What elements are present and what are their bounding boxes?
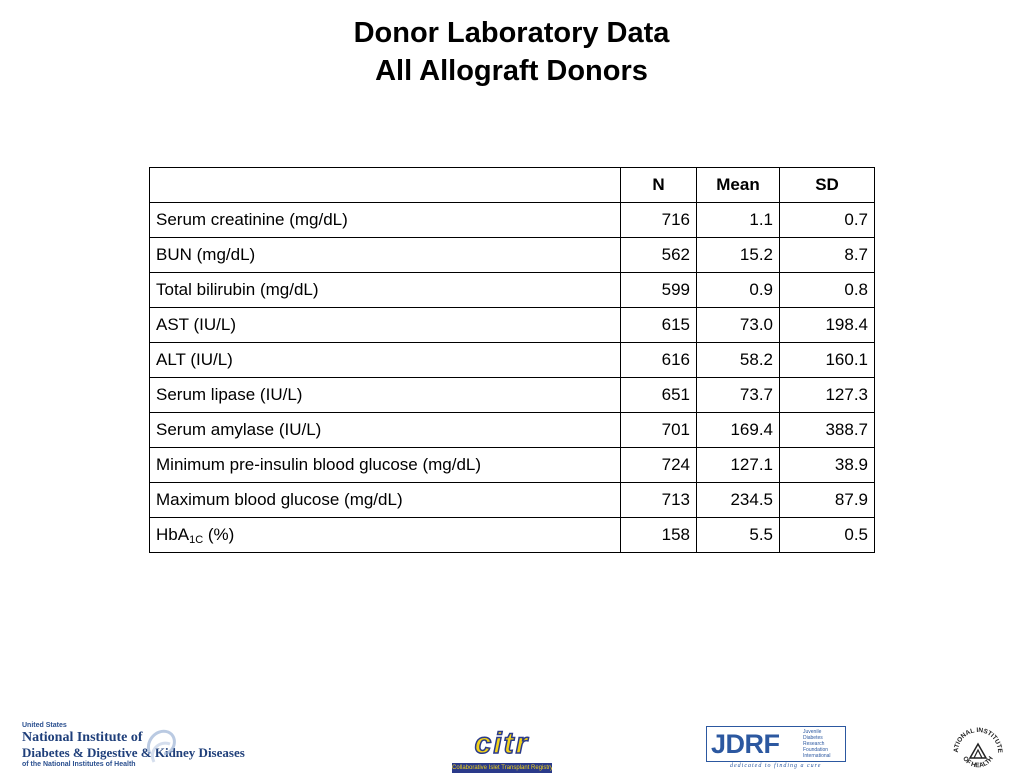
row-mean: 234.5 bbox=[696, 482, 780, 518]
jdrf-tagline: dedicated to finding a cure bbox=[730, 763, 822, 769]
jdrf-sub-line: Juvenile bbox=[803, 729, 822, 735]
row-label-subscript: 1C bbox=[189, 533, 204, 546]
niddk-line-3: Diabetes & Digestive & Kidney Diseases bbox=[22, 745, 245, 760]
jdrf-sub-line: Research bbox=[803, 741, 825, 747]
row-n: 701 bbox=[620, 412, 697, 448]
row-sd: 0.8 bbox=[779, 272, 875, 308]
table-row: Total bilirubin (mg/dL) 599 0.9 0.8 bbox=[149, 272, 875, 308]
row-sd: 0.7 bbox=[779, 202, 875, 238]
row-n: 599 bbox=[620, 272, 697, 308]
row-label-suffix: (%) bbox=[203, 524, 235, 544]
row-mean: 169.4 bbox=[696, 412, 780, 448]
row-label: HbA1C (%) bbox=[149, 517, 621, 553]
jdrf-sub-line: Diabetes bbox=[803, 735, 823, 741]
row-sd: 160.1 bbox=[779, 342, 875, 378]
citr-logo: citr Collaborative Islet Transplant Regi… bbox=[452, 727, 552, 775]
row-n: 716 bbox=[620, 202, 697, 238]
header-mean: Mean bbox=[696, 167, 780, 203]
row-label: ALT (IU/L) bbox=[149, 342, 621, 378]
row-label-main: HbA bbox=[156, 524, 190, 544]
jdrf-logo: JDRF Juvenile Diabetes Research Foundati… bbox=[706, 726, 846, 774]
table-row: Serum creatinine (mg/dL) 716 1.1 0.7 bbox=[149, 202, 875, 238]
row-n: 724 bbox=[620, 447, 697, 483]
table-row: BUN (mg/dL) 562 15.2 8.7 bbox=[149, 237, 875, 273]
donor-lab-table: N Mean SD Serum creatinine (mg/dL) 716 1… bbox=[149, 167, 875, 553]
jdrf-wordmark: JDRF bbox=[711, 729, 780, 759]
table-row: Maximum blood glucose (mg/dL) 713 234.5 … bbox=[149, 482, 875, 518]
row-n: 158 bbox=[620, 517, 697, 553]
svg-text:NATIONAL INSTITUTES: NATIONAL INSTITUTES bbox=[950, 722, 1003, 754]
nih-bottom-text: OF HEALTH bbox=[961, 755, 995, 769]
row-mean: 0.9 bbox=[696, 272, 780, 308]
table-row: Minimum pre-insulin blood glucose (mg/dL… bbox=[149, 447, 875, 483]
row-label: Serum creatinine (mg/dL) bbox=[149, 202, 621, 238]
table-row: HbA1C (%) 158 5.5 0.5 bbox=[149, 517, 875, 553]
row-n: 713 bbox=[620, 482, 697, 518]
table-header-row: N Mean SD bbox=[149, 167, 875, 203]
row-n: 651 bbox=[620, 377, 697, 413]
nih-seal-icon: NATIONAL INSTITUTES OF HEALTH bbox=[948, 717, 1003, 769]
row-mean: 73.7 bbox=[696, 377, 780, 413]
row-sd: 87.9 bbox=[779, 482, 875, 518]
row-sd: 38.9 bbox=[779, 447, 875, 483]
header-label bbox=[149, 167, 621, 203]
citr-wordmark: citr bbox=[474, 727, 530, 760]
nih-seal-logo: NATIONAL INSTITUTES OF HEALTH bbox=[948, 717, 1006, 776]
jdrf-subtitle: Juvenile Diabetes Research Foundation In… bbox=[803, 729, 845, 759]
row-label: AST (IU/L) bbox=[149, 307, 621, 343]
jdrf-box: JDRF Juvenile Diabetes Research Foundati… bbox=[706, 726, 846, 762]
niddk-swirl-icon bbox=[147, 729, 176, 763]
header-sd: SD bbox=[779, 167, 875, 203]
nih-top-text: NATIONAL INSTITUTES bbox=[948, 717, 1003, 754]
slide-title: Donor Laboratory Data All Allograft Dono… bbox=[0, 14, 1023, 90]
row-label: Total bilirubin (mg/dL) bbox=[149, 272, 621, 308]
row-sd: 8.7 bbox=[779, 237, 875, 273]
niddk-logo: United States National Institute of Diab… bbox=[22, 722, 245, 774]
row-label: Minimum pre-insulin blood glucose (mg/dL… bbox=[149, 447, 621, 483]
jdrf-sub-line: International bbox=[803, 753, 831, 759]
svg-text:OF HEALTH: OF HEALTH bbox=[961, 755, 995, 769]
row-mean: 58.2 bbox=[696, 342, 780, 378]
table-row: AST (IU/L) 615 73.0 198.4 bbox=[149, 307, 875, 343]
table-row: Serum amylase (IU/L) 701 169.4 388.7 bbox=[149, 412, 875, 448]
row-label: Maximum blood glucose (mg/dL) bbox=[149, 482, 621, 518]
title-line-1: Donor Laboratory Data bbox=[353, 17, 670, 49]
row-sd: 127.3 bbox=[779, 377, 875, 413]
row-mean: 1.1 bbox=[696, 202, 780, 238]
row-mean: 5.5 bbox=[696, 517, 780, 553]
table-row: Serum lipase (IU/L) 651 73.7 127.3 bbox=[149, 377, 875, 413]
niddk-line-4: of the National Institutes of Health bbox=[22, 761, 136, 768]
row-n: 562 bbox=[620, 237, 697, 273]
niddk-line-1: United States bbox=[22, 722, 67, 729]
row-sd: 0.5 bbox=[779, 517, 875, 553]
row-label: Serum lipase (IU/L) bbox=[149, 377, 621, 413]
table-row: ALT (IU/L) 616 58.2 160.1 bbox=[149, 342, 875, 378]
citr-tagline: Collaborative Islet Transplant Registry bbox=[452, 763, 552, 773]
row-mean: 15.2 bbox=[696, 237, 780, 273]
row-sd: 388.7 bbox=[779, 412, 875, 448]
jdrf-sub-line: Foundation bbox=[803, 747, 829, 753]
row-sd: 198.4 bbox=[779, 307, 875, 343]
row-n: 616 bbox=[620, 342, 697, 378]
row-mean: 73.0 bbox=[696, 307, 780, 343]
header-n: N bbox=[620, 167, 697, 203]
row-label: Serum amylase (IU/L) bbox=[149, 412, 621, 448]
row-label: BUN (mg/dL) bbox=[149, 237, 621, 273]
title-line-2: All Allograft Donors bbox=[375, 55, 648, 87]
niddk-line-2: National Institute of bbox=[22, 730, 143, 745]
row-n: 615 bbox=[620, 307, 697, 343]
row-mean: 127.1 bbox=[696, 447, 780, 483]
